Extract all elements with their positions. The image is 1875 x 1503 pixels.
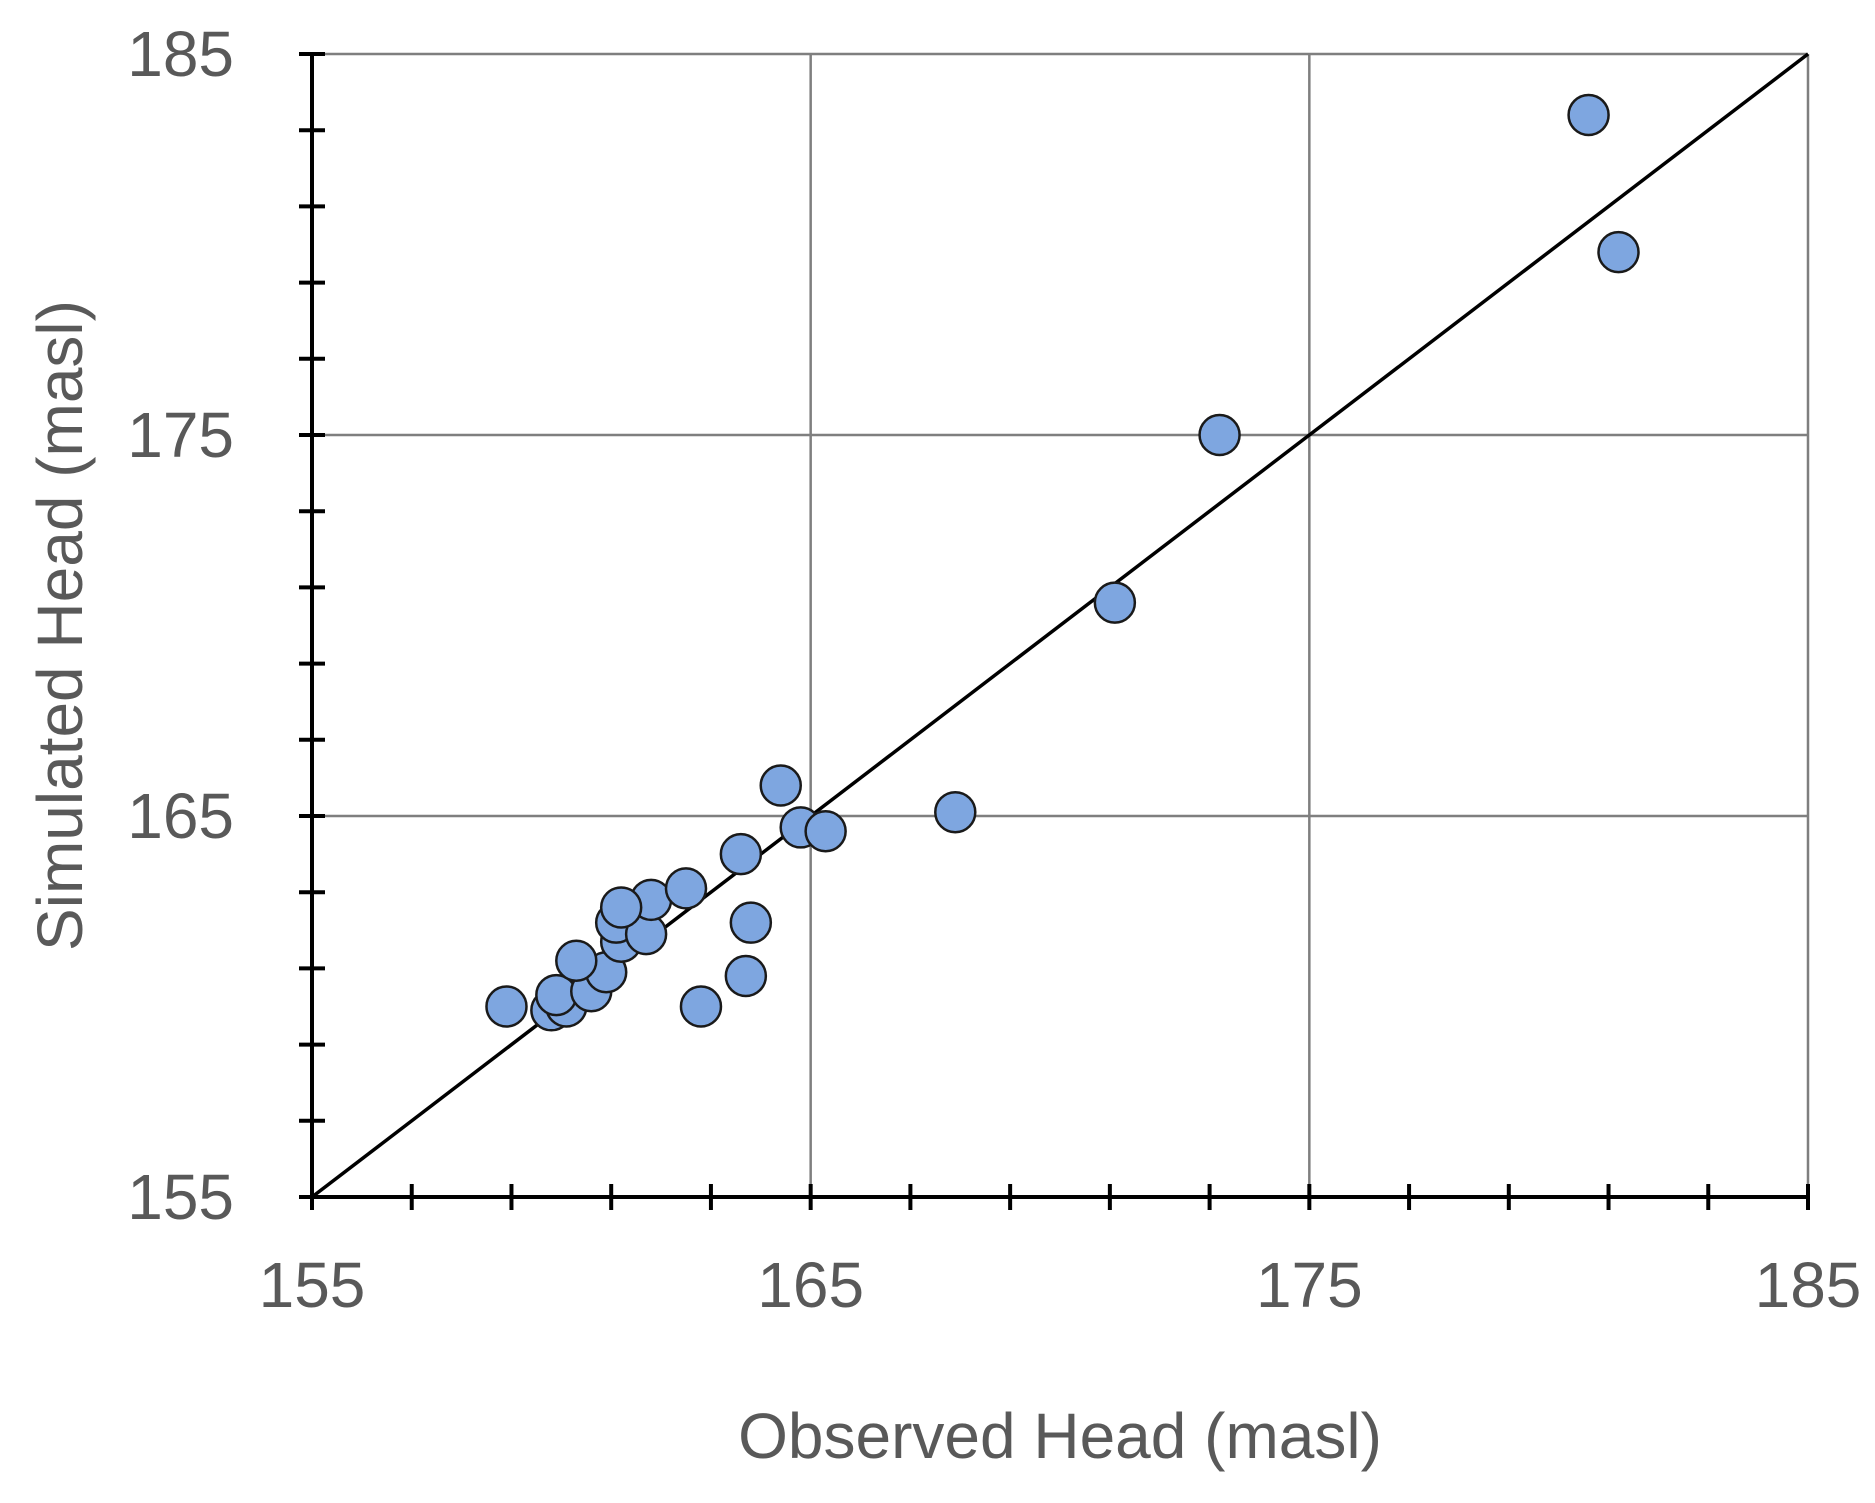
axes	[310, 54, 1808, 1199]
data-point-12	[664, 867, 708, 910]
x-tick-label-3: 185	[1755, 1249, 1862, 1321]
x-axis-title: Observed Head (masl)	[738, 1400, 1382, 1472]
data-points	[485, 93, 1640, 1032]
data-point-11	[599, 886, 643, 929]
data-point-21	[1093, 581, 1137, 624]
data-point-19	[804, 809, 847, 853]
data-point-20	[934, 790, 977, 834]
data-point-13	[679, 985, 723, 1028]
data-point-0	[485, 985, 528, 1028]
y-tick-label-0: 155	[127, 1161, 234, 1233]
data-point-16	[724, 954, 768, 998]
y-tick-label-2: 175	[127, 399, 234, 471]
one-to-one-reference-line	[310, 52, 1810, 1199]
x-tick-label-1: 165	[757, 1249, 864, 1321]
data-point-6	[555, 939, 598, 983]
data-point-14	[719, 832, 763, 876]
data-point-15	[729, 901, 773, 944]
grid-lines	[312, 52, 1810, 1197]
data-point-24	[1597, 230, 1640, 274]
x-tick-label-0: 155	[259, 1249, 366, 1321]
y-axis-title: Simulated Head (masl)	[24, 300, 96, 951]
x-tick-label-2: 175	[1256, 1249, 1363, 1321]
data-point-17	[759, 764, 802, 807]
y-tick-label-3: 185	[127, 18, 234, 90]
y-tick-label-1: 165	[127, 780, 234, 852]
data-point-22	[1198, 413, 1241, 457]
data-point-23	[1567, 93, 1610, 137]
tick-labels: 155 165 175 185 155 165 175 185	[127, 18, 1861, 1321]
